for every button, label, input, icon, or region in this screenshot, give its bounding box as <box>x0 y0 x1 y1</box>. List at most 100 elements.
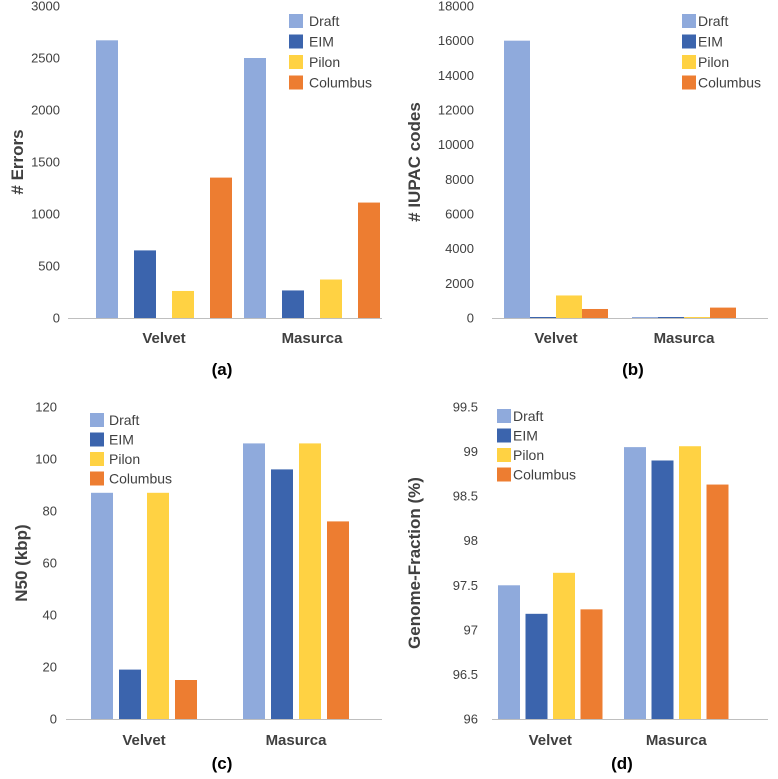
y-tick-label: 40 <box>43 608 57 623</box>
legend-swatch-eim <box>497 428 511 443</box>
y-tick-label: 10000 <box>438 137 474 152</box>
chart-panel-d: 96 96.5 97 97.5 98 98.5 99 99.5 Velvet Masurca Gen… <box>405 400 768 773</box>
y-tick-label: 0 <box>53 311 60 326</box>
bar-columbus-masurca <box>710 307 736 318</box>
bar-draft-masurca <box>244 58 266 318</box>
chart-panel-c: 0 20 40 60 80 100 120 Velvet Masurca N50 (kbp) Dra… <box>12 400 382 773</box>
y-tick-label: 6000 <box>445 207 474 222</box>
legend-swatch-columbus <box>289 75 303 90</box>
y-tick-label: 60 <box>43 556 57 571</box>
bar-draft-masurca <box>624 447 646 719</box>
bar-columbus-velvet <box>175 680 197 719</box>
panel-label: (b) <box>622 360 644 379</box>
y-tick-label: 0 <box>50 712 57 727</box>
legend-label-pilon: Pilon <box>309 54 340 70</box>
legend-label-columbus: Columbus <box>309 75 372 91</box>
bar-draft-velvet <box>504 40 530 319</box>
bar-columbus-velvet <box>582 308 608 318</box>
legend-swatch-columbus <box>90 471 104 486</box>
legend-label-columbus: Columbus <box>513 467 576 483</box>
bar-eim-velvet <box>525 613 548 719</box>
legend-swatch-columbus <box>682 75 696 90</box>
legend: Draft EIM Pilon Columbus <box>497 408 576 483</box>
legend-swatch-pilon <box>90 452 104 466</box>
legend-label-draft: Draft <box>698 13 728 29</box>
legend-label-draft: Draft <box>309 13 339 29</box>
bar-pilon-velvet <box>147 492 169 719</box>
y-tick-label: 2000 <box>31 103 60 118</box>
legend-label-columbus: Columbus <box>698 75 761 91</box>
bar-draft-masurca <box>243 443 265 719</box>
y-tick-label: 4000 <box>445 241 474 256</box>
y-tick-label: 2500 <box>31 51 60 66</box>
legend-swatch-eim <box>90 432 104 447</box>
y-tick-label: 97.5 <box>453 578 478 593</box>
bar-pilon-masurca <box>679 446 701 719</box>
legend-label-eim: EIM <box>698 34 723 50</box>
y-tick-label: 98 <box>464 533 478 548</box>
category-label: Velvet <box>122 732 165 749</box>
bar-pilon-masurca <box>320 279 342 318</box>
legend-swatch-pilon <box>497 448 511 462</box>
category-label: Velvet <box>142 330 185 347</box>
legend: Draft EIM Pilon Columbus <box>289 13 372 91</box>
bar-eim-masurca <box>658 317 684 318</box>
y-tick-label: 99.5 <box>453 400 478 415</box>
legend: Draft EIM Pilon Columbus <box>90 412 172 487</box>
bar-eim-velvet <box>134 250 156 318</box>
legend-label-eim: EIM <box>513 428 538 444</box>
bar-eim-velvet <box>530 317 556 318</box>
y-tick-label: 97 <box>464 622 478 637</box>
y-tick-label: 2000 <box>445 276 474 291</box>
panel-label: (c) <box>212 754 233 773</box>
bar-eim-masurca <box>651 460 674 719</box>
legend-swatch-pilon <box>289 55 303 69</box>
legend-label-draft: Draft <box>109 412 139 428</box>
legend-swatch-eim <box>289 34 303 49</box>
chart-panel-a: 0 500 1000 1500 2000 2500 3000 Velvet Masurca # E… <box>8 0 382 379</box>
bar-pilon-masurca <box>684 317 710 318</box>
y-tick-label: 12000 <box>438 103 474 118</box>
category-label: Masurca <box>282 330 344 347</box>
legend: Draft EIM Pilon Columbus <box>682 13 761 91</box>
y-tick-label: 16000 <box>438 33 474 48</box>
panel-label: (a) <box>212 360 233 379</box>
legend-label-eim: EIM <box>309 34 334 50</box>
category-label: Velvet <box>529 732 572 749</box>
y-tick-label: 8000 <box>445 172 474 187</box>
y-tick-label: 1500 <box>31 155 60 170</box>
y-tick-label: 80 <box>43 504 57 519</box>
category-label: Masurca <box>654 330 716 347</box>
bar-columbus-masurca <box>358 202 380 318</box>
y-tick-label: 20 <box>43 660 57 675</box>
category-label: Masurca <box>646 732 708 749</box>
bar-pilon-velvet <box>556 295 582 318</box>
y-tick-label: 120 <box>35 400 57 415</box>
y-tick-label: 14000 <box>438 68 474 83</box>
legend-swatch-draft <box>682 14 696 28</box>
y-axis-title: N50 (kbp) <box>12 524 31 601</box>
bar-eim-masurca <box>271 469 293 719</box>
category-label: Masurca <box>266 732 328 749</box>
y-tick-label: 96 <box>464 712 478 727</box>
bar-pilon-velvet <box>553 572 575 719</box>
y-tick-label: 3000 <box>31 0 60 14</box>
bar-eim-velvet <box>119 669 141 719</box>
category-label: Velvet <box>534 330 577 347</box>
chart-panel-b: 0 2000 4000 6000 8000 10000 12000 14000 16000 180… <box>405 0 768 379</box>
legend-label-pilon: Pilon <box>513 447 544 463</box>
legend-label-pilon: Pilon <box>698 54 729 70</box>
bar-eim-masurca <box>282 290 304 318</box>
legend-swatch-pilon <box>682 55 696 69</box>
bar-pilon-velvet <box>172 290 194 318</box>
legend-label-columbus: Columbus <box>109 471 172 487</box>
y-tick-label: 500 <box>38 259 60 274</box>
bar-draft-masurca <box>632 317 658 318</box>
legend-swatch-columbus <box>497 467 511 482</box>
y-tick-label: 96.5 <box>453 667 478 682</box>
y-axis-title: Genome-Fraction (%) <box>405 477 424 649</box>
y-tick-label: 99 <box>464 444 478 459</box>
bar-columbus-masurca <box>706 484 729 719</box>
y-axis-title: # IUPAC codes <box>405 102 424 222</box>
